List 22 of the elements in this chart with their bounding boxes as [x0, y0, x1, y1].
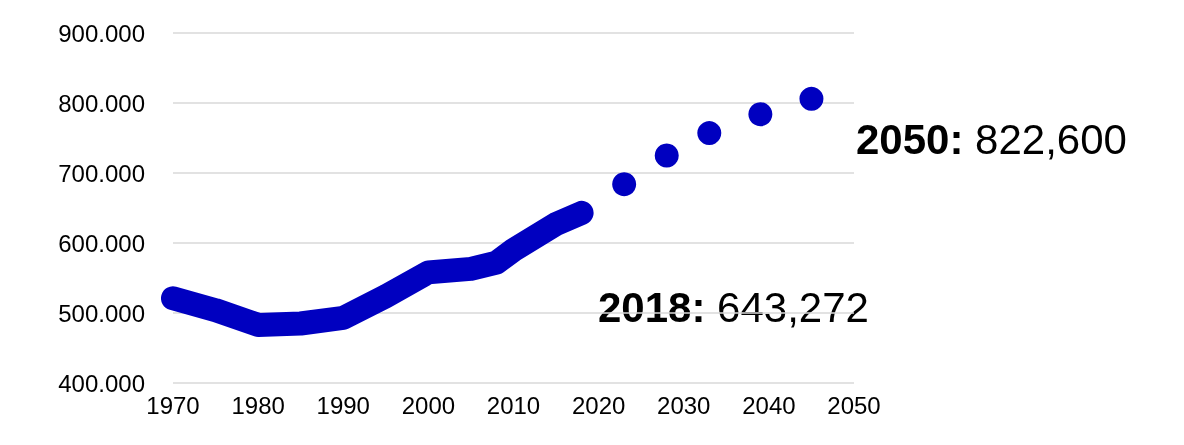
point [697, 121, 722, 146]
x-tick-label: 2010 [486, 391, 541, 419]
point [748, 102, 773, 127]
y-tick-label: 900.000 [58, 19, 145, 47]
x-tick-label: 2050 [827, 391, 881, 419]
y-tick-label: 700.000 [58, 159, 145, 187]
y-tick-label: 800.000 [58, 89, 145, 117]
x-tick-label: 2040 [742, 391, 796, 419]
point [799, 86, 824, 111]
point [612, 172, 637, 197]
x-tick-label: 1970 [146, 391, 200, 419]
annotation: 2018: 643,272 [598, 283, 869, 331]
x-tick-label: 2000 [401, 391, 456, 419]
y-tick-label: 500.000 [58, 299, 145, 327]
point [654, 143, 679, 168]
x-tick-label: 1990 [316, 391, 370, 419]
y-tick-label: 600.000 [58, 229, 145, 257]
y-tick-label: 400.000 [58, 369, 145, 397]
text: 2050: 822,600 [856, 115, 1127, 163]
x-tick-label: 2030 [657, 391, 711, 419]
x-tick-label: 2020 [571, 391, 626, 419]
x-tick-label: 1980 [231, 391, 285, 419]
